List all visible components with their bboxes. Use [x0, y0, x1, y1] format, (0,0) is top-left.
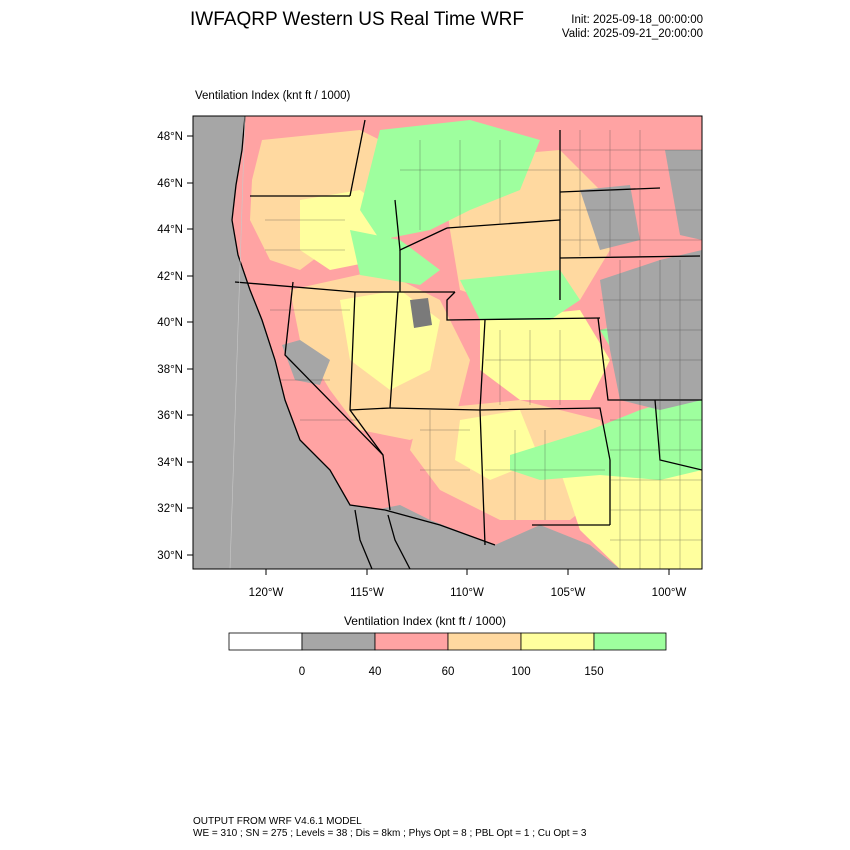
colorbar-tick: 40: [369, 666, 382, 678]
lat-label: 42°N: [157, 271, 183, 283]
state-boundaries: [234, 119, 702, 546]
colorbar-swatch: [593, 632, 667, 651]
model-info: OUTPUT FROM WRF V4.6.1 MODEL WE = 310 ; …: [193, 816, 586, 840]
colorbar-tick: 100: [511, 666, 530, 678]
colorbar: 0 40 60 100 150: [228, 632, 667, 678]
field-green-wyoming: [460, 270, 580, 320]
colorbar-title: Ventilation Index (knt ft / 1000): [343, 614, 507, 628]
field-green-montana: [360, 120, 540, 240]
colorbar-swatch: [447, 632, 522, 651]
model-info-line1: OUTPUT FROM WRF V4.6.1 MODEL: [193, 816, 362, 827]
map-subtitle: Ventilation Index (knt ft / 1000): [195, 90, 351, 102]
lat-label: 46°N: [157, 178, 183, 190]
field-green-idaho: [350, 230, 440, 285]
map-field: [193, 116, 702, 569]
baja-coast: [354, 509, 373, 569]
lon-label: 115°W: [350, 587, 384, 599]
run-times: Init: 2025-09-18_00:00:00 Valid: 2025-09…: [562, 13, 703, 41]
lat-label: 48°N: [157, 131, 183, 143]
plot-title: IWFAQRP Western US Real Time WRF: [190, 9, 524, 30]
model-info-line2: WE = 310 ; SN = 275 ; Levels = 38 ; Dis …: [193, 828, 587, 839]
colorbar-tick: 60: [442, 666, 455, 678]
county-lines: [265, 130, 702, 569]
lon-label: 100°W: [652, 587, 687, 599]
lat-label: 34°N: [157, 457, 183, 469]
lon-labels: 120°W 115°W 110°W 105°W 100°W: [249, 587, 687, 599]
lon-ticks: [265, 569, 670, 575]
lat-label: 30°N: [157, 550, 183, 562]
lat-label: 40°N: [157, 317, 183, 329]
lat-label: 32°N: [157, 503, 183, 515]
init-time: Init: 2025-09-18_00:00:00: [571, 14, 703, 26]
colorbar-swatch: [374, 632, 449, 651]
map-frame: [192, 115, 703, 570]
valid-time: Valid: 2025-09-21_20:00:00: [561, 28, 703, 40]
colorbar-tick: 0: [299, 666, 305, 678]
field-gray-sierra: [282, 340, 330, 385]
lat-label: 44°N: [157, 224, 183, 236]
lon-label: 120°W: [249, 587, 284, 599]
coastline: [231, 116, 386, 511]
lat-label: 38°N: [157, 364, 183, 376]
gulf-coast: [387, 514, 411, 569]
lat-ticks: [187, 135, 193, 556]
colorbar-tick: 150: [584, 666, 603, 678]
lon-label: 110°W: [450, 587, 484, 599]
colorbar-swatch: [301, 632, 376, 651]
colorbar-swatch: [228, 632, 303, 651]
field-gray-baja: [375, 505, 430, 569]
graticule: [229, 116, 246, 569]
field-gray-mn: [665, 150, 702, 240]
field-yellow-colorado: [480, 310, 610, 400]
great-salt-lake: [410, 298, 432, 328]
colorbar-swatch: [520, 632, 595, 651]
lat-labels: 48°N 46°N 44°N 42°N 40°N 38°N 36°N 34°N …: [157, 131, 183, 562]
lat-label: 36°N: [157, 410, 183, 422]
lon-label: 105°W: [551, 587, 586, 599]
